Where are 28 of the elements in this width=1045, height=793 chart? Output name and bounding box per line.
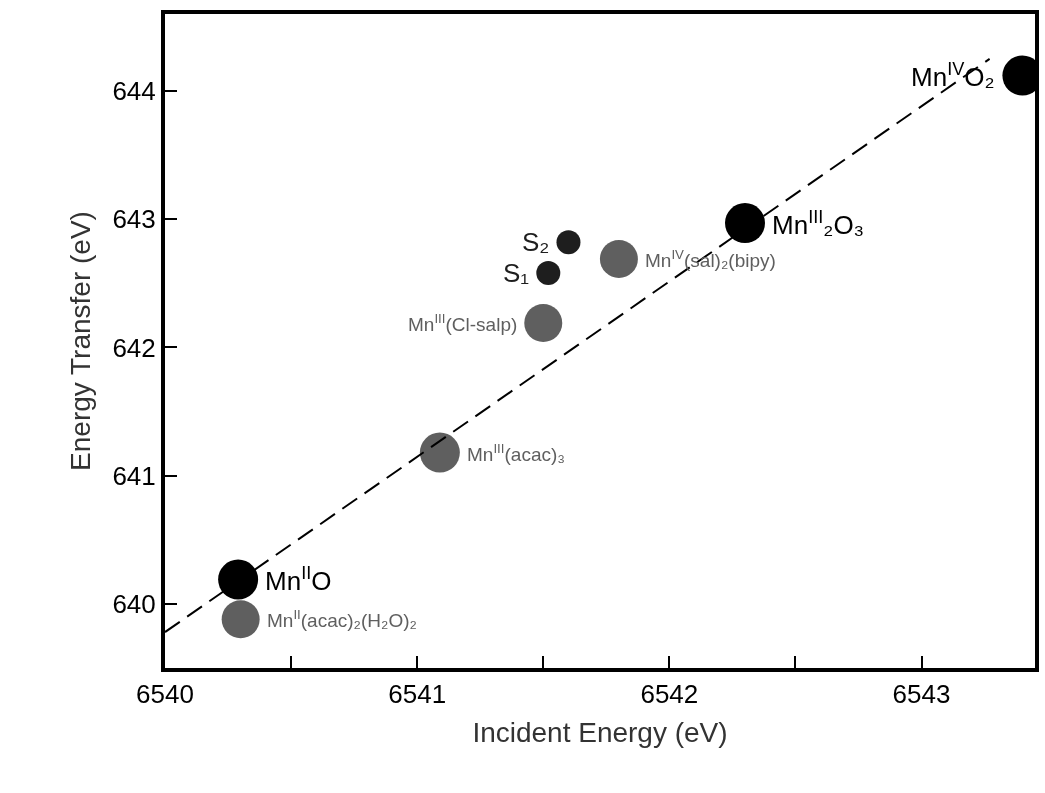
point bbox=[419, 432, 460, 473]
point bbox=[218, 559, 259, 600]
point bbox=[524, 304, 563, 343]
y-axis-title: Energy Transfer (eV) bbox=[64, 211, 96, 471]
series-label: S₁ bbox=[503, 258, 530, 288]
x-tick-label: 6541 bbox=[388, 679, 447, 710]
x-axis-title: Incident Energy (eV) bbox=[472, 716, 728, 748]
x-tick-label: 6543 bbox=[892, 679, 951, 710]
series-label: Mn$^{III}$(acac)₃ bbox=[467, 441, 566, 465]
series-label: Mn$^{III}$(Cl-salp) bbox=[408, 311, 518, 335]
y-tick-label: 641 bbox=[112, 460, 156, 491]
series-label: Mn$^{II}$O bbox=[265, 563, 332, 596]
point bbox=[725, 203, 765, 243]
y-tick-label: 642 bbox=[112, 332, 156, 363]
series-label: Mn$^{IV}$(sal)₂(bipy) bbox=[645, 247, 776, 271]
point bbox=[536, 261, 561, 286]
y-tick-label: 643 bbox=[112, 204, 156, 235]
point bbox=[221, 600, 260, 639]
y-tick-label: 644 bbox=[112, 76, 156, 107]
series-label: S₂ bbox=[522, 227, 550, 257]
series-label: Mn$^{IV}$O₂ bbox=[911, 59, 995, 92]
point bbox=[556, 230, 581, 255]
x-tick-label: 6540 bbox=[136, 679, 194, 710]
x-tick-label: 6542 bbox=[640, 679, 699, 710]
point bbox=[599, 239, 638, 278]
series-label: Mn$^{II}$(acac)₂(H₂O)₂ bbox=[267, 607, 417, 631]
series-label: Mn$^{III}$₂O₃ bbox=[772, 207, 865, 240]
y-tick-label: 640 bbox=[112, 588, 156, 619]
